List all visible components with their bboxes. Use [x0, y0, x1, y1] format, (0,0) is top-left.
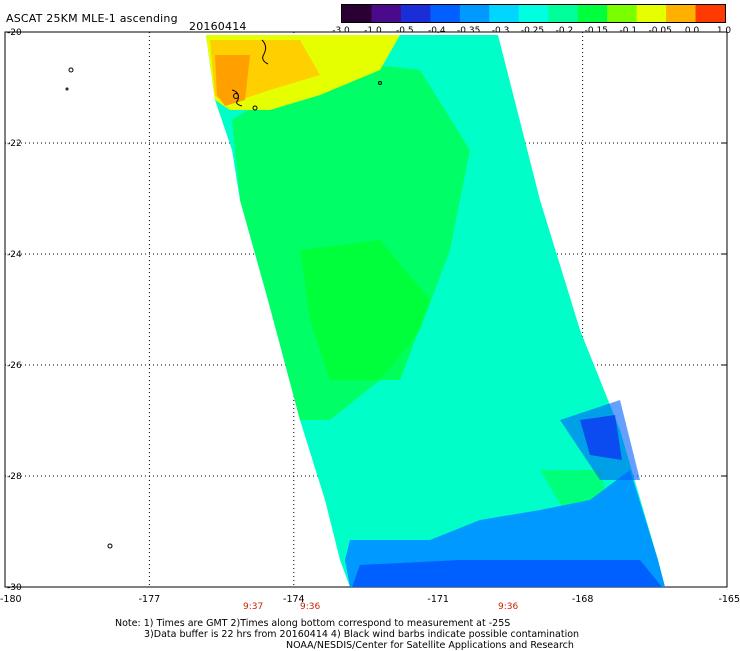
longitude-label: -168: [572, 594, 594, 605]
latitude-label: -26: [7, 361, 22, 371]
colorbar-segment: [371, 5, 402, 22]
colorbar-segment: [459, 5, 490, 22]
colorbar-segment: [666, 5, 697, 22]
time-label-1: 9:37: [243, 602, 264, 612]
island-outline: [68, 67, 74, 73]
colorbar-tick-label: -3.0: [332, 26, 350, 36]
colorbar-tick-label: -0.05: [649, 26, 672, 36]
product-date: 20160414: [189, 20, 247, 33]
latitude-label: -22: [7, 139, 22, 149]
colorbar-tick-label: -0.2: [556, 26, 574, 36]
colorbar-tick-label: -0.4: [428, 26, 446, 36]
product-title: ASCAT 25KM MLE-1 ascending: [6, 12, 178, 25]
island-outline: [233, 93, 239, 99]
longitude-label: -180: [0, 594, 22, 605]
colorbar-tick-label: -0.5: [396, 26, 414, 36]
longitude-label: -177: [139, 594, 161, 605]
time-label-3: 9:36: [498, 602, 519, 612]
colorbar-labels: -3.0 -1.0 -0.5 -0.4 -0.35 -0.3 -0.25 -0.2 -0.15 -…: [332, 26, 732, 36]
satellite-swath: [206, 35, 665, 587]
colorbar-segment: [400, 5, 431, 22]
colorbar-tick-label: -0.3: [492, 26, 510, 36]
latitude-label: -30: [7, 583, 22, 593]
island-outline: [378, 81, 382, 85]
colorbar-segment: [695, 5, 725, 22]
swath-orange-core: [215, 55, 250, 106]
footer-credit: NOAA/NESDIS/Center for Satellite Applica…: [286, 640, 574, 651]
swath-green-core: [300, 240, 430, 380]
longitude-label: -165: [718, 594, 740, 605]
longitude-label: -171: [427, 594, 449, 605]
island-outline: [231, 89, 243, 107]
footer-note-2: 3)Data buffer is 22 hrs from 20160414 4)…: [144, 629, 580, 640]
swath-blue-east-halo: [560, 400, 640, 480]
colorbar: [341, 4, 726, 23]
colorbar-segment: [342, 5, 372, 22]
island-outline: [252, 105, 258, 111]
island-outline: [107, 543, 113, 549]
swath-deep-blue-south: [352, 560, 662, 587]
longitude-label: -174: [283, 594, 305, 605]
colorbar-tick-label: -0.1: [620, 26, 638, 36]
axis-labels: -20 -22 -24 -26 -28 -30-180 -177 -174 -171 -168 -1…: [0, 28, 740, 605]
latitude-label: -28: [7, 472, 22, 482]
colorbar-segment: [489, 5, 520, 22]
swath-blue-south: [345, 470, 665, 587]
footer-note-1: Note: 1) Times are GMT 2)Times along bot…: [115, 618, 511, 629]
colorbar-tick-label: -0.35: [457, 26, 480, 36]
island-outline: [65, 87, 69, 91]
island-outline: [261, 39, 269, 65]
time-label-2: 9:36: [300, 602, 321, 612]
colorbar-segment: [636, 5, 667, 22]
colorbar-segment: [577, 5, 608, 22]
latitude-label: -24: [7, 250, 22, 260]
colorbar-segment: [430, 5, 461, 22]
colorbar-gradient: [342, 5, 725, 22]
colorbar-segment: [607, 5, 638, 22]
colorbar-segment: [518, 5, 549, 22]
colorbar-tick-label: 0.0: [685, 26, 700, 36]
colorbar-tick-label: -1.0: [364, 26, 382, 36]
latitude-label: -20: [7, 28, 22, 38]
colorbar-tick-label: -0.25: [521, 26, 544, 36]
colorbar-segment: [548, 5, 579, 22]
colorbar-tick-label: 1.0: [717, 26, 732, 36]
island-outlines: [65, 39, 382, 549]
colorbar-tick-label: -0.15: [585, 26, 608, 36]
